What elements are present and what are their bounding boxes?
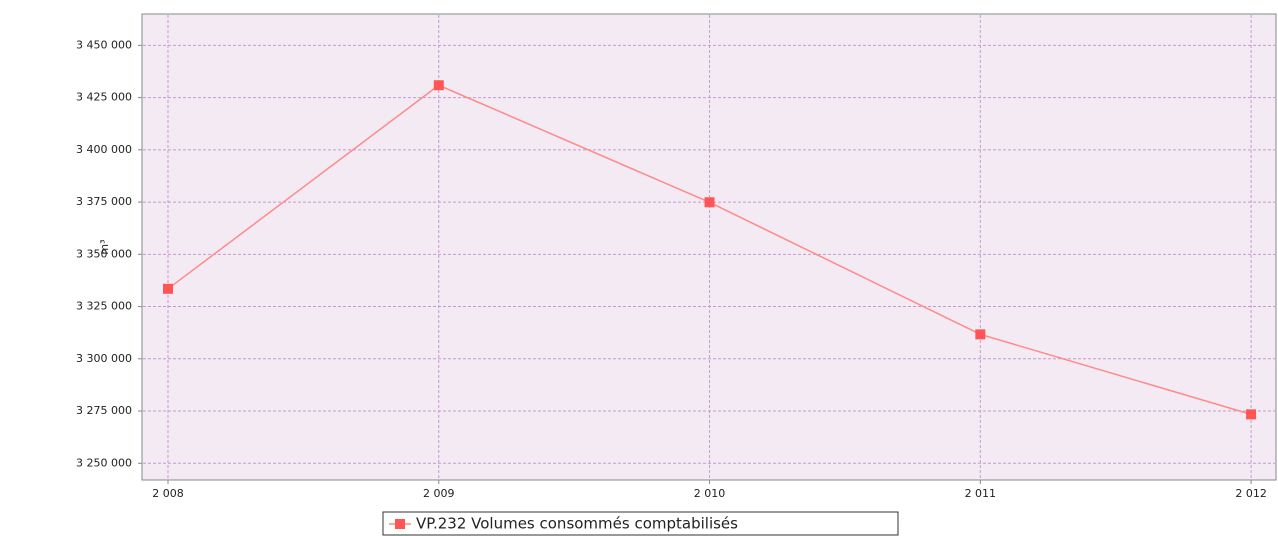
y-tick-label: 3 350 000 (76, 247, 132, 260)
x-tick-label: 2 011 (965, 487, 997, 500)
y-tick-label: 3 375 000 (76, 195, 132, 208)
y-tick-label: 3 450 000 (76, 38, 132, 51)
y-tick-label: 3 325 000 (76, 300, 132, 313)
y-tick-label: 3 250 000 (76, 456, 132, 469)
marker (975, 329, 986, 340)
x-tick-label: 2 009 (423, 487, 455, 500)
y-tick-label: 3 425 000 (76, 91, 132, 104)
y-axis-label: m³ (98, 239, 111, 254)
legend-label: VP.232 Volumes consommés comptabilisés (416, 515, 738, 533)
marker (162, 283, 173, 294)
x-tick-label: 2 012 (1235, 487, 1267, 500)
y-tick-label: 3 400 000 (76, 143, 132, 156)
legend-box (382, 511, 899, 536)
y-tick-label: 3 300 000 (76, 352, 132, 365)
marker (704, 197, 715, 208)
marker (1246, 409, 1257, 420)
x-tick-label: 2 010 (694, 487, 726, 500)
legend-marker (395, 519, 405, 529)
plot-area (141, 13, 1277, 481)
y-tick-label: 3 275 000 (76, 404, 132, 417)
x-tick-label: 2 008 (152, 487, 184, 500)
marker (433, 80, 444, 91)
